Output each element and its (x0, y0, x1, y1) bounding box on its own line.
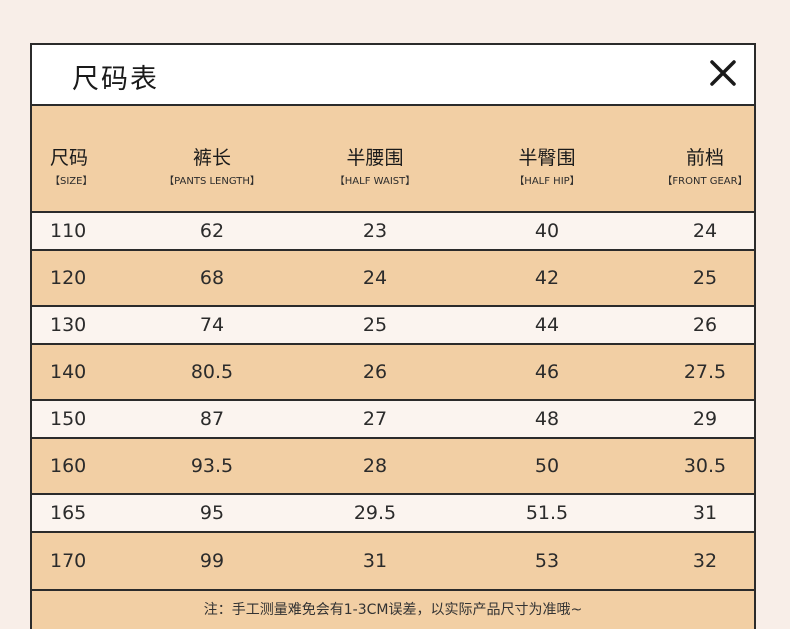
cell-pants-length: 62 (199, 220, 225, 242)
table-row: 140 80.5 26 46 27.5 (32, 345, 754, 401)
measurement-note: 注：手工测量难免会有1-3CM误差，以实际产品尺寸为准哦~ (32, 591, 754, 629)
table-row: 130 74 25 44 26 (32, 307, 754, 345)
cell-front-gear: 25 (692, 267, 718, 289)
column-header-english: 【FRONT GEAR】 (662, 176, 748, 187)
column-header-pants-length: 裤长【PANTS LENGTH】 (164, 146, 260, 188)
cell-size: 130 (50, 314, 87, 336)
cell-pants-length: 80.5 (190, 361, 234, 383)
cell-half-waist: 25 (362, 314, 388, 336)
cell-front-gear: 30.5 (683, 455, 727, 477)
table-row: 120 68 24 42 25 (32, 251, 754, 307)
cell-half-hip: 42 (534, 267, 560, 289)
cell-half-waist: 27 (362, 408, 388, 430)
cell-pants-length: 99 (199, 550, 225, 572)
column-header-english: 【SIZE】 (50, 176, 93, 187)
cell-half-waist: 23 (362, 220, 388, 242)
cell-front-gear: 32 (692, 550, 718, 572)
cell-half-hip: 48 (534, 408, 560, 430)
size-chart-card: 尺码表 尺码【SIZE】 裤长【PANTS LENGTH】 半腰围【HALF WAI… (30, 43, 756, 629)
cell-size: 120 (50, 267, 87, 289)
cell-size: 165 (50, 502, 87, 524)
column-header-label: 半腰围 (346, 147, 404, 169)
column-header-english: 【HALF WAIST】 (334, 176, 416, 187)
column-header-label: 尺码 (50, 147, 89, 169)
title-bar: 尺码表 (32, 45, 754, 106)
cell-front-gear: 26 (692, 314, 718, 336)
cell-half-waist: 31 (362, 550, 388, 572)
column-header-label: 裤长 (192, 147, 231, 169)
column-header-english: 【HALF HIP】 (514, 176, 580, 187)
cell-pants-length: 74 (199, 314, 225, 336)
cell-pants-length: 87 (199, 408, 225, 430)
column-header-front-gear: 前档【FRONT GEAR】 (662, 146, 747, 188)
table-row: 110 62 23 40 24 (32, 213, 754, 251)
cell-half-waist: 24 (362, 267, 388, 289)
column-header-label: 前档 (685, 147, 725, 169)
cell-pants-length: 93.5 (190, 455, 234, 477)
cell-half-hip: 50 (534, 455, 560, 477)
cell-pants-length: 68 (199, 267, 225, 289)
cell-half-hip: 46 (534, 361, 560, 383)
cell-front-gear: 24 (692, 220, 718, 242)
cell-half-waist: 29.5 (353, 502, 397, 524)
table-row: 165 95 29.5 51.5 31 (32, 495, 754, 533)
table-row: 150 87 27 48 29 (32, 401, 754, 439)
cell-half-waist: 26 (362, 361, 388, 383)
cell-half-hip: 51.5 (525, 502, 569, 524)
page-title: 尺码表 (72, 64, 159, 95)
column-header-english: 【PANTS LENGTH】 (164, 176, 260, 187)
cell-half-hip: 44 (534, 314, 560, 336)
cell-half-hip: 53 (534, 550, 560, 572)
cell-size: 160 (50, 455, 87, 477)
column-header-label: 半臀围 (518, 147, 576, 169)
cell-front-gear: 27.5 (683, 361, 727, 383)
table-row: 170 99 31 53 32 (32, 533, 754, 591)
cell-pants-length: 95 (199, 502, 225, 524)
column-header-half-waist: 半腰围【HALF WAIST】 (335, 146, 415, 188)
cell-half-hip: 40 (534, 220, 560, 242)
cell-size: 170 (50, 550, 87, 572)
cell-size: 140 (50, 361, 87, 383)
cell-front-gear: 29 (692, 408, 718, 430)
cell-size: 110 (50, 220, 87, 242)
cell-front-gear: 31 (692, 502, 718, 524)
table-header: 尺码 【SIZE】 裤长 【PANTS LENGTH】 半腰围 【HALF WAIST】半… (32, 106, 754, 213)
column-header-half-hip: 半臀围【HALF HIP】 (514, 146, 579, 188)
close-icon[interactable] (708, 58, 738, 88)
table-row: 160 93.5 28 50 30.5 (32, 439, 754, 495)
cell-size: 150 (50, 408, 87, 430)
cell-half-waist: 28 (362, 455, 388, 477)
column-header-size: 尺码【SIZE】 (50, 146, 92, 188)
